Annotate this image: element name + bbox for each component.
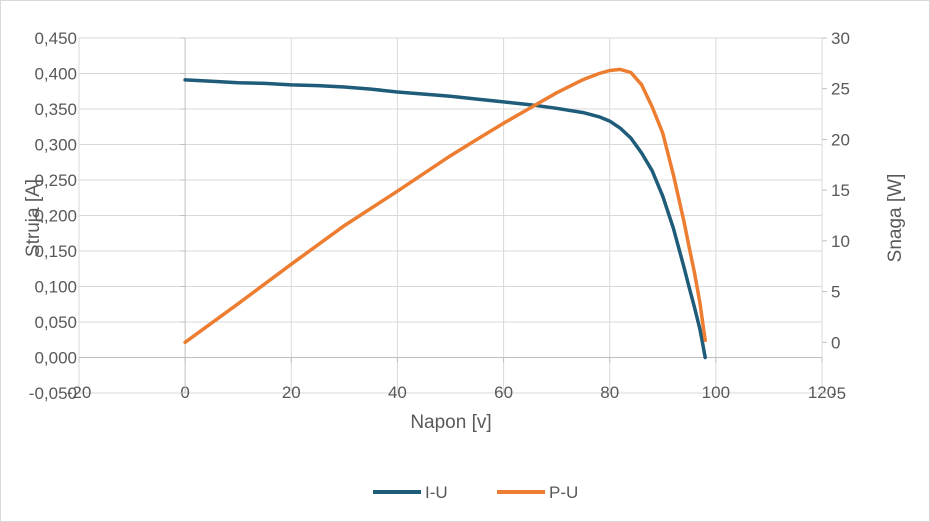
y2-tick-label: 30 <box>831 29 850 48</box>
y2-tick-label: -5 <box>831 384 846 403</box>
y-tick-label: 0,050 <box>34 313 77 332</box>
y-tick-label: 0,400 <box>34 65 77 84</box>
y2-tick-label: 0 <box>831 333 840 352</box>
y2-tick-label: 25 <box>831 80 850 99</box>
grid-layer <box>78 37 823 394</box>
y-tick-label: -0,050 <box>29 384 77 403</box>
x-axis-title: Napon [v] <box>410 412 491 433</box>
series-layer <box>183 67 707 360</box>
legend: I-U P-U <box>373 483 578 502</box>
y-axis-title: Struja [A] <box>23 179 44 257</box>
y-tick-label: 0,300 <box>34 136 77 155</box>
y2-tick-label: 15 <box>831 181 850 200</box>
y2-tick-label: 10 <box>831 232 850 251</box>
x-tick-label: 100 <box>702 383 730 402</box>
y2-tick-label: 20 <box>831 130 850 149</box>
x-tick-label: 80 <box>600 383 619 402</box>
legend-label-i-u: I-U <box>425 483 448 502</box>
x-tick-label: 20 <box>282 383 301 402</box>
y-tick-label: 0,150 <box>34 242 77 261</box>
x-tick-label: -20 <box>67 383 92 402</box>
y2-tick-label: 5 <box>831 283 840 302</box>
series-line-i-u <box>183 78 707 360</box>
x-tick-label: 40 <box>388 383 407 402</box>
x-tick-label: 60 <box>494 383 513 402</box>
y-tick-label: 0,250 <box>34 171 77 190</box>
y-tick-label: 0,100 <box>34 278 77 297</box>
y2-axis-title: Snaga [W] <box>885 174 906 263</box>
series-line-p-u <box>183 67 707 345</box>
legend-label-p-u: P-U <box>549 483 578 502</box>
y-tick-label: 0,450 <box>34 29 77 48</box>
y-tick-label: 0,000 <box>34 349 77 368</box>
y-tick-label: 0,200 <box>34 207 77 226</box>
axis-layer: -0,050 0,000 0,050 0,100 0,150 0,200 0,250 0,30… <box>29 29 850 403</box>
y-tick-label: 0,350 <box>34 100 77 119</box>
